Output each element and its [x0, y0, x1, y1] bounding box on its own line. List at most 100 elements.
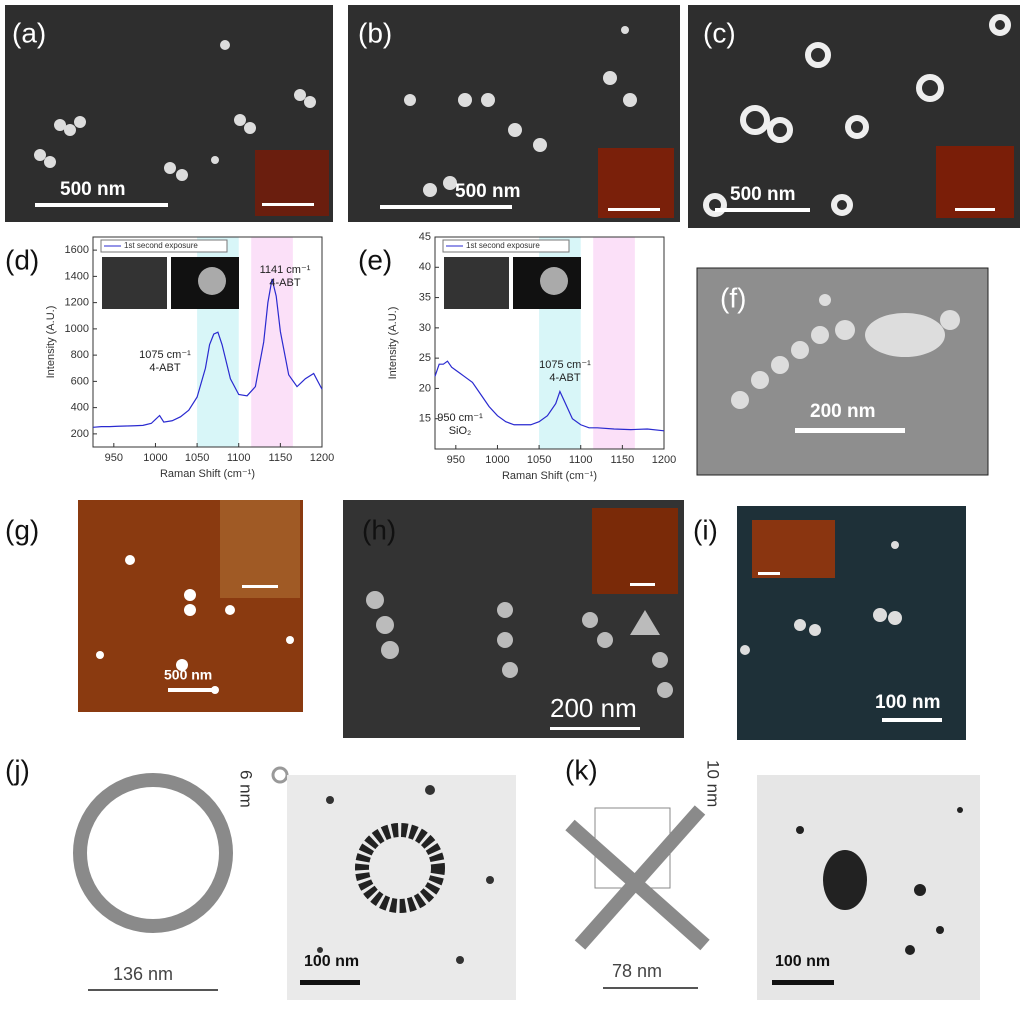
scale-bar [608, 208, 660, 211]
x-tick-label: 1000 [485, 454, 509, 466]
scale-bar [630, 583, 655, 586]
y-tick-label: 20 [419, 382, 431, 394]
x-tick-label: 1200 [310, 452, 334, 464]
inset-image [102, 257, 167, 309]
scale-bar [715, 208, 810, 212]
x-tick-label: 950 [105, 452, 123, 464]
scale-bar [772, 980, 834, 985]
afm-inset [220, 500, 300, 598]
particles [366, 591, 673, 698]
afm-inset [752, 520, 835, 578]
annotation: 4-ABT [269, 277, 300, 289]
y-tick-label: 1000 [65, 323, 89, 335]
scale-label: 100 nm [875, 692, 940, 713]
highlight-band [251, 237, 293, 447]
particle-ring [355, 823, 445, 913]
panel-label: (e) [358, 244, 392, 275]
scale-bar [758, 572, 780, 575]
particles [34, 40, 316, 181]
scale-bar [168, 688, 213, 692]
spectrum-line [92, 278, 323, 428]
legend-label: 1st second exposure [124, 241, 198, 250]
particles [740, 541, 902, 655]
plot-frame [92, 236, 323, 448]
annotation: SiO₂ [449, 425, 472, 437]
x-axis-label: Raman Shift (cm⁻¹) [502, 470, 597, 482]
scale-label: 100 nm [304, 953, 359, 970]
x-tick-label: 1100 [227, 452, 251, 464]
scale-bar [955, 208, 995, 211]
scale-label: 200 nm [550, 693, 637, 723]
panel-label: (f) [720, 282, 746, 313]
x-axis-label: Raman Shift (cm⁻¹) [160, 468, 255, 480]
annotation: 1075 cm⁻¹ [139, 349, 191, 361]
y-tick-label: 35 [419, 291, 431, 303]
annotation: 1075 cm⁻¹ [539, 359, 591, 371]
scale-label: 500 nm [164, 667, 212, 683]
panel-label: (d) [5, 244, 39, 275]
panel-label: (a) [12, 17, 46, 48]
afm-inset [936, 146, 1014, 218]
cross-diagram [565, 805, 710, 951]
legend-box [442, 239, 570, 253]
y-tick-label: 1400 [65, 270, 89, 282]
scale-bar [380, 205, 512, 209]
scale-label: 100 nm [775, 953, 830, 970]
panel-label: (h) [362, 514, 396, 545]
scale-bar [242, 585, 278, 588]
particles [796, 807, 963, 955]
dimension-label: 136 nm [113, 964, 173, 984]
y-axis-label: Intensity (A.U.) [387, 307, 399, 380]
annotation: 4-ABT [549, 372, 580, 384]
sem-image [696, 267, 989, 476]
panel-label: (c) [703, 17, 736, 48]
panel-label: (g) [5, 514, 39, 545]
afm-inset [598, 148, 674, 218]
scale-bar [262, 203, 314, 206]
scale-bar [795, 428, 905, 433]
tem-image [757, 775, 980, 1000]
y-tick-label: 15 [419, 413, 431, 425]
afm-inset [255, 150, 329, 216]
scale-bar [882, 718, 942, 722]
panel-label: (k) [565, 754, 598, 785]
x-tick-label: 1200 [652, 454, 676, 466]
y-tick-label: 1200 [65, 297, 89, 309]
scale-bar [300, 980, 360, 985]
x-tick-label: 1100 [569, 454, 593, 466]
plot-frame [434, 236, 665, 450]
panel-label: (j) [5, 754, 30, 785]
scale-label: 500 nm [730, 184, 795, 205]
y-tick-label: 25 [419, 352, 431, 364]
legend-box [100, 239, 228, 253]
scale-bar [550, 727, 640, 730]
y-tick-label: 400 [71, 402, 89, 414]
dimension-label: 78 nm [612, 961, 662, 981]
annotation: 1141 cm⁻¹ [260, 264, 311, 276]
inset-image [444, 257, 509, 309]
height-label: 6 nm [237, 770, 256, 808]
scale-bar [35, 203, 168, 207]
annotation: 950 cm⁻¹ [437, 412, 483, 424]
x-tick-label: 1150 [269, 452, 293, 464]
y-axis-label: Intensity (A.U.) [45, 306, 57, 379]
highlight-band [593, 237, 635, 449]
panel-label: (b) [358, 17, 392, 48]
particles [404, 26, 637, 197]
y-tick-label: 40 [419, 261, 431, 273]
y-tick-label: 600 [71, 375, 89, 387]
y-tick-label: 200 [71, 428, 89, 440]
y-tick-label: 1600 [65, 244, 89, 256]
x-tick-label: 1050 [185, 452, 209, 464]
inset-sphere [198, 267, 226, 295]
tem-image [287, 775, 516, 1000]
panel-label: (i) [693, 514, 718, 545]
y-tick-label: 45 [419, 231, 431, 243]
particles [96, 555, 294, 694]
particles [703, 14, 1011, 217]
annotation: 4-ABT [149, 362, 180, 374]
y-tick-label: 30 [419, 322, 431, 334]
x-tick-label: 1150 [611, 454, 635, 466]
inset-sphere [540, 267, 568, 295]
